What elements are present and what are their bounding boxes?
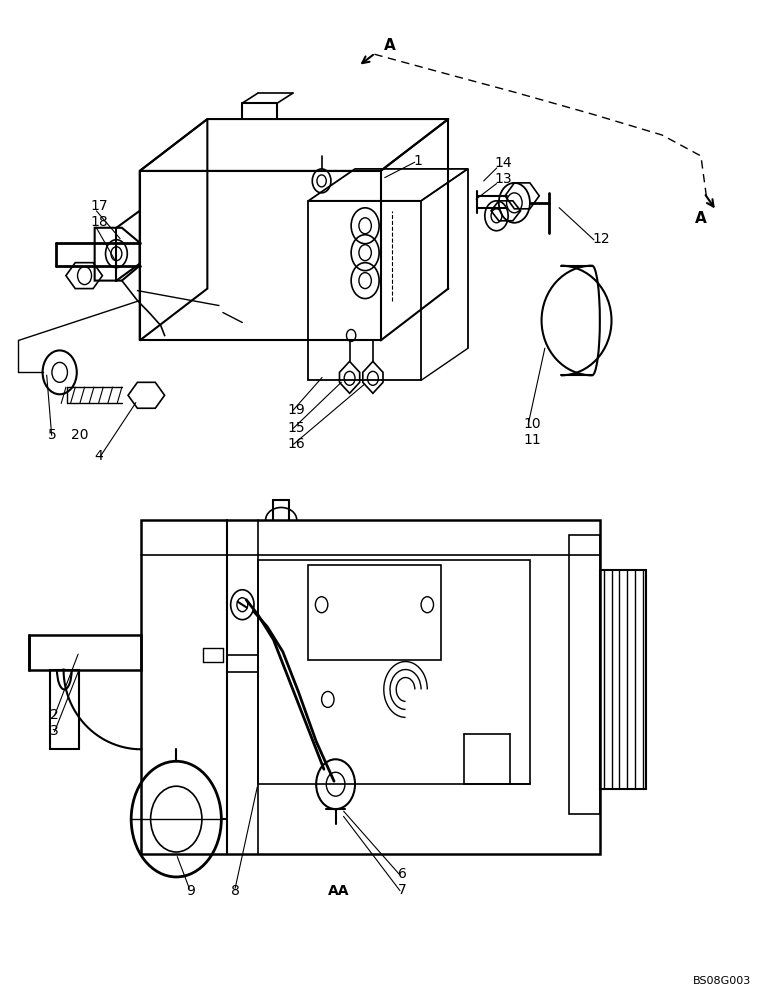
Text: 9: 9 [186,884,195,898]
Text: 4: 4 [94,449,104,463]
Text: AA: AA [328,884,349,898]
Text: A: A [384,38,396,53]
Text: 13: 13 [495,172,512,186]
Text: 15: 15 [287,421,305,435]
Text: 17: 17 [90,199,108,213]
Text: 3: 3 [50,724,58,738]
Text: 7: 7 [398,883,406,897]
Text: 1: 1 [413,154,422,168]
Text: A: A [695,211,707,226]
Text: 20: 20 [71,428,89,442]
Text: BS08G003: BS08G003 [693,976,751,986]
Text: 12: 12 [592,232,610,246]
Text: 14: 14 [495,156,512,170]
Text: 18: 18 [90,215,108,229]
Text: 19: 19 [287,403,305,417]
Text: 5: 5 [48,428,57,442]
Text: 10: 10 [523,417,541,431]
Text: 8: 8 [231,884,239,898]
Text: 16: 16 [287,437,305,451]
Text: 2: 2 [50,708,58,722]
Text: 11: 11 [523,433,541,447]
Text: 6: 6 [398,867,406,881]
